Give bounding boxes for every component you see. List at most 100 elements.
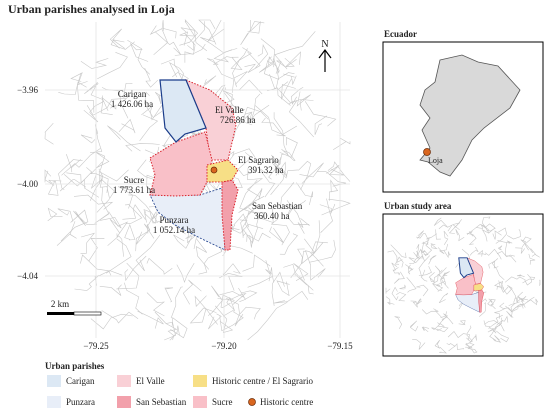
road [481, 227, 495, 242]
road [118, 118, 136, 134]
road [421, 308, 439, 315]
road [107, 125, 141, 152]
road [182, 279, 202, 305]
road [74, 274, 100, 291]
road [184, 43, 206, 63]
road [44, 170, 62, 186]
parish-polygons [149, 79, 239, 251]
road [58, 159, 83, 190]
road [44, 122, 54, 145]
road [239, 306, 261, 320]
road [432, 273, 443, 291]
road [465, 342, 478, 354]
scale-label: 2 km [51, 299, 69, 309]
road [268, 160, 281, 180]
road [101, 97, 117, 112]
road [179, 21, 196, 46]
parish-name: Punzara [160, 215, 189, 225]
road [60, 209, 89, 242]
road [66, 153, 81, 173]
road [250, 93, 261, 121]
road [73, 194, 114, 210]
road [247, 301, 288, 341]
road [492, 230, 502, 240]
inset-parishes [455, 257, 484, 313]
legend-label: Sucre [212, 397, 233, 407]
road [287, 217, 310, 226]
road [309, 220, 321, 258]
road [135, 234, 161, 272]
parish-name: Carigan [118, 89, 147, 99]
road [279, 233, 298, 255]
road [230, 48, 248, 70]
ecuador-shape [419, 54, 521, 177]
road [89, 173, 103, 202]
road [496, 251, 515, 258]
road [508, 302, 519, 313]
road [515, 247, 525, 254]
parish-el-sagrario [206, 159, 239, 183]
parish-sucre [149, 131, 213, 197]
road [174, 32, 196, 56]
legend-label: Carigan [66, 376, 95, 386]
road [273, 290, 309, 304]
road [510, 304, 524, 313]
road [94, 187, 110, 224]
road [170, 286, 183, 319]
road [160, 58, 180, 78]
legend-label: Historic centre [260, 397, 313, 407]
road [56, 221, 77, 246]
road [272, 162, 299, 179]
road [304, 238, 328, 253]
road [279, 182, 295, 209]
road [406, 277, 417, 293]
road [304, 101, 337, 127]
road [270, 161, 286, 195]
road [88, 237, 105, 262]
road [476, 224, 490, 231]
lat-label: −3.96 [17, 85, 38, 95]
road [438, 292, 449, 304]
road [416, 298, 422, 305]
road [137, 310, 164, 329]
title: Urban parishes analysed in Loja [8, 2, 175, 16]
road [219, 311, 244, 332]
road [484, 320, 505, 332]
road [290, 248, 305, 279]
road [329, 179, 339, 201]
road [90, 313, 133, 330]
road [117, 186, 134, 209]
road [420, 269, 428, 282]
road [437, 243, 448, 255]
road [100, 217, 122, 234]
road [73, 210, 98, 226]
road [273, 112, 289, 156]
road [494, 280, 505, 289]
road [101, 87, 129, 119]
road [275, 58, 297, 74]
road [77, 73, 95, 113]
road [244, 211, 254, 248]
road [195, 238, 210, 270]
road [481, 216, 491, 229]
road [247, 167, 264, 198]
road [391, 286, 399, 301]
road [189, 307, 217, 324]
road [222, 297, 236, 317]
road [143, 209, 165, 224]
parish-area: 1 052.14 ha [153, 225, 195, 235]
road [393, 271, 405, 284]
road [239, 179, 265, 214]
road [517, 291, 525, 302]
road [101, 310, 139, 324]
road [421, 237, 431, 245]
road [407, 266, 414, 275]
road [487, 328, 497, 334]
road [385, 287, 391, 294]
inset-title: Urban study area [384, 201, 452, 211]
road [66, 167, 93, 184]
road [274, 31, 316, 70]
road [59, 179, 87, 192]
road [524, 274, 533, 286]
road [232, 47, 252, 88]
